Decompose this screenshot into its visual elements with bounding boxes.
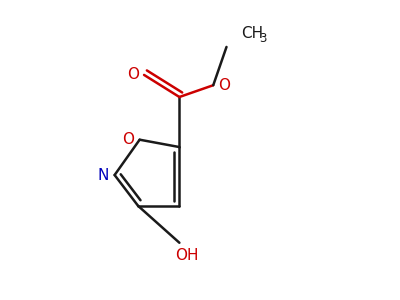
Text: O: O — [127, 68, 139, 82]
Text: O: O — [218, 78, 230, 93]
Text: N: N — [97, 167, 108, 182]
Text: O: O — [122, 132, 134, 147]
Text: OH: OH — [175, 248, 198, 263]
Text: 3: 3 — [260, 32, 267, 46]
Text: CH: CH — [241, 26, 263, 41]
